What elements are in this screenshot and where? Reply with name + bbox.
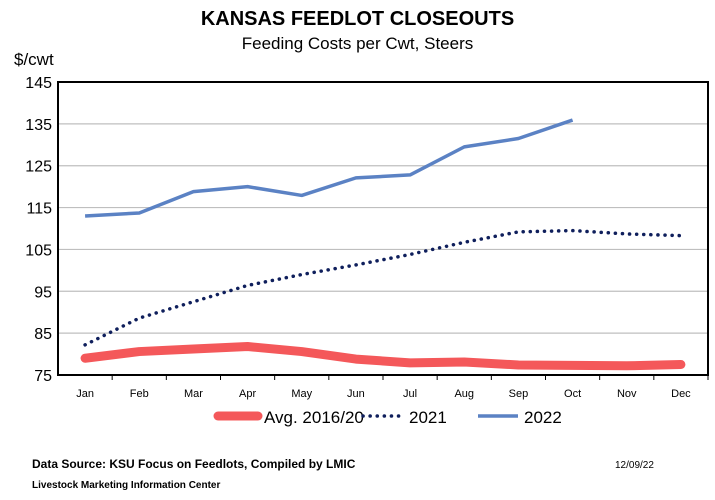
- x-tick-label: Oct: [564, 388, 581, 400]
- y-tick-label: 145: [25, 75, 52, 92]
- x-tick-label: Jan: [76, 388, 94, 400]
- y-tick-label: 115: [26, 201, 52, 218]
- x-tick-label: Mar: [184, 388, 203, 400]
- x-tick-label: Apr: [239, 388, 256, 400]
- y-axis-label: $/cwt: [14, 50, 54, 69]
- series-line-avg-2016-20: [80, 342, 686, 371]
- y-tick-label: 135: [25, 117, 52, 134]
- chart: 75 85 95 105 115 125 135 145 Jan Feb Mar Apr May Jun J…: [25, 75, 709, 427]
- legend-label: 2021: [409, 408, 447, 427]
- series-line-2021: [83, 228, 683, 347]
- legend-label: Avg. 2016/20: [264, 408, 364, 427]
- y-tick-label: 125: [25, 159, 52, 176]
- x-tick-label: Nov: [617, 388, 637, 400]
- chart-subtitle: Feeding Costs per Cwt, Steers: [241, 34, 474, 53]
- y-tick-label: 95: [34, 284, 52, 301]
- x-tick-label: Jun: [347, 388, 365, 400]
- series-line-2022: [84, 118, 574, 218]
- legend-label: 2022: [524, 408, 562, 427]
- data-source: Data Source: KSU Focus on Feedlots, Comp…: [32, 457, 356, 471]
- y-tick-label: 85: [34, 326, 52, 343]
- x-tick-label: Sep: [509, 388, 529, 400]
- x-tick-label: May: [291, 388, 312, 400]
- x-tick-label: Jul: [403, 388, 417, 400]
- y-tick-label: 105: [25, 242, 52, 259]
- x-tick-label: Dec: [671, 388, 691, 400]
- x-tick-label: Aug: [454, 388, 474, 400]
- y-tick-label: 75: [34, 368, 52, 385]
- plot-frame: [57, 81, 709, 376]
- organization: Livestock Marketing Information Center: [32, 480, 221, 491]
- date-stamp: 12/09/22: [615, 460, 654, 471]
- x-tick-label: Feb: [130, 388, 149, 400]
- chart-title: KANSAS FEEDLOT CLOSEOUTS: [200, 8, 515, 30]
